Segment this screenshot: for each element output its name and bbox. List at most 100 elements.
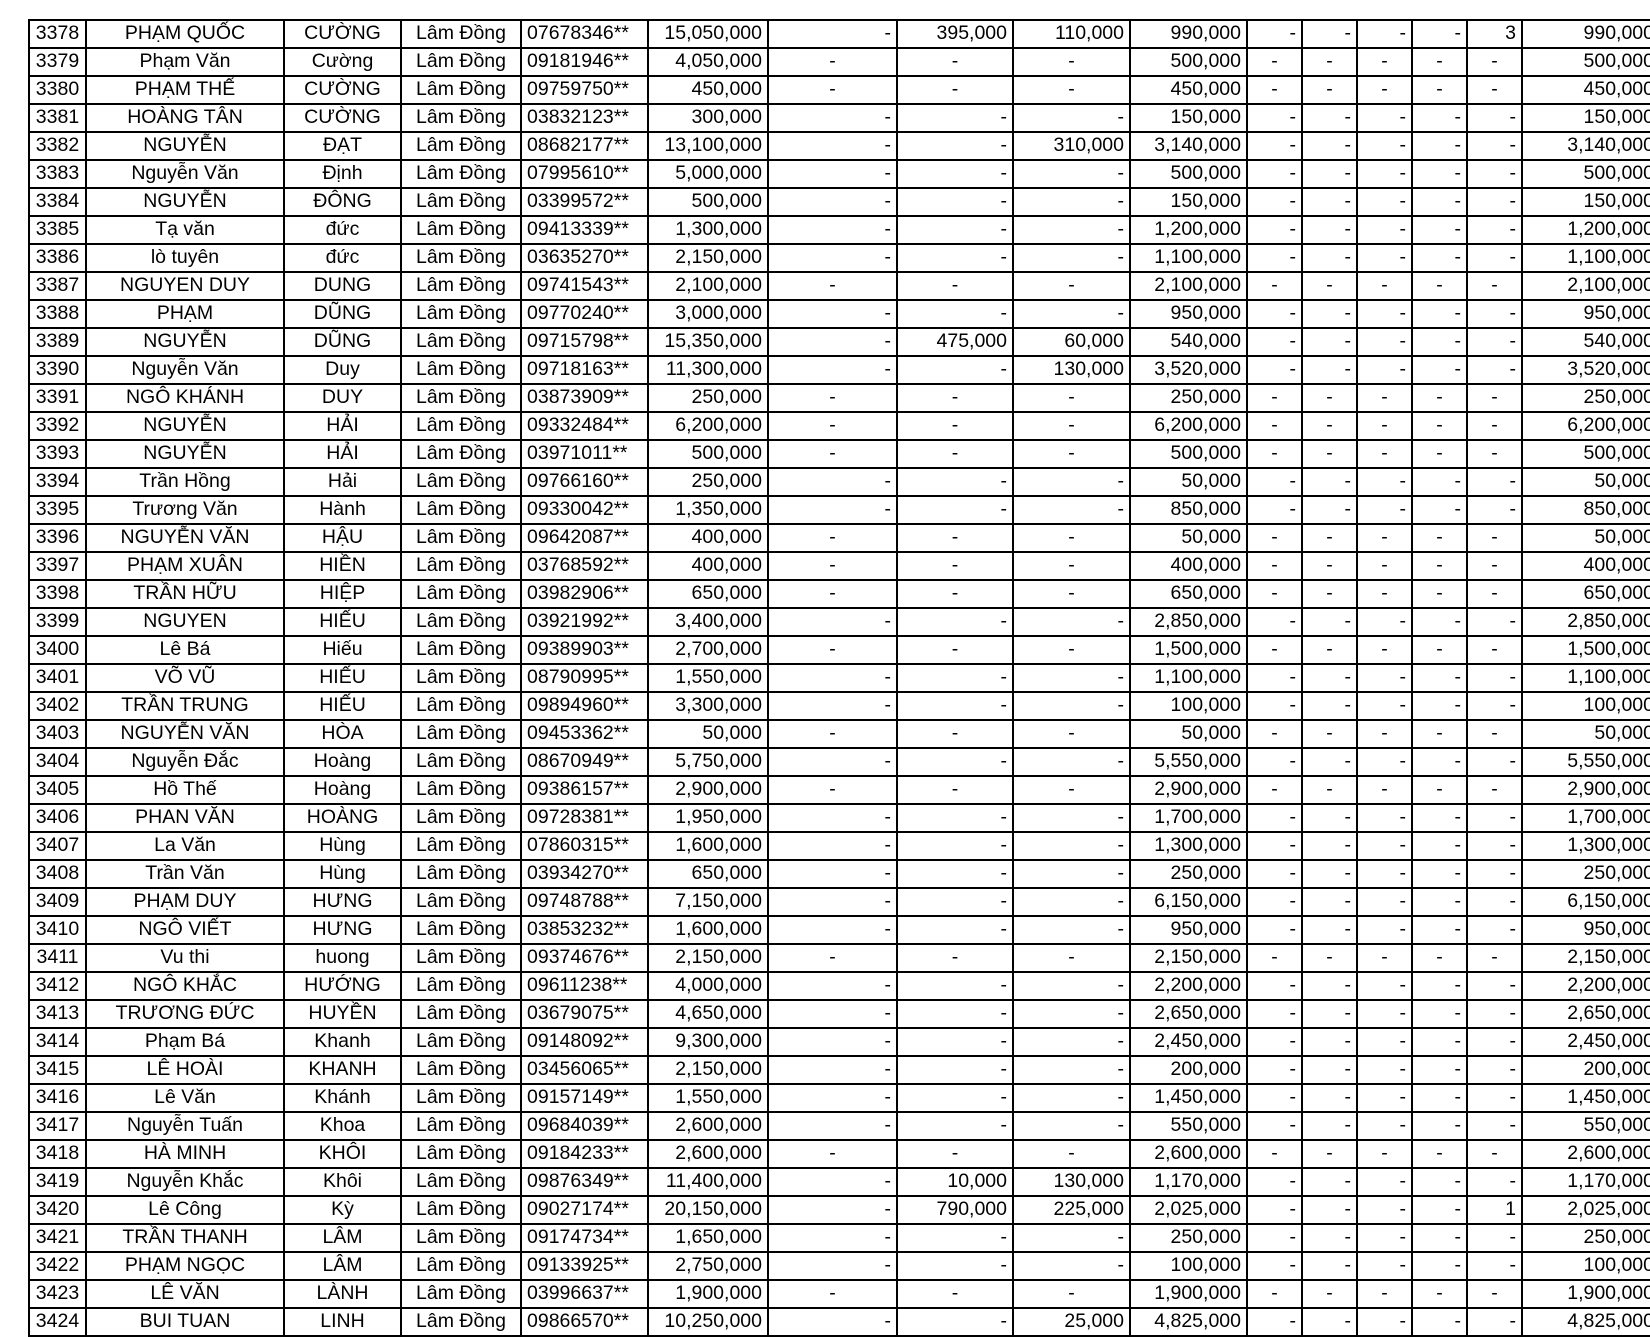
cell-value-3[interactable]: - xyxy=(1012,719,1131,749)
cell-total[interactable]: 100,000 xyxy=(1521,691,1650,721)
cell-value-1[interactable]: - xyxy=(767,523,898,553)
cell-count-1[interactable]: - xyxy=(1246,1111,1303,1141)
cell-row-id[interactable]: 3388 xyxy=(28,299,87,329)
cell-last-name[interactable]: HOÀNG xyxy=(283,803,402,833)
cell-count-3[interactable]: - xyxy=(1356,775,1413,805)
table-row[interactable]: 3378 PHẠM QUỐC CƯỜNG Lâm Đồng 07678346** 15,0… xyxy=(28,19,1650,49)
cell-value-2[interactable]: - xyxy=(896,635,1014,665)
cell-value-3[interactable]: - xyxy=(1012,411,1131,441)
cell-value-3[interactable]: - xyxy=(1012,215,1131,245)
cell-phone-number[interactable]: 09148092** xyxy=(520,1027,649,1057)
cell-value-3[interactable]: - xyxy=(1012,103,1131,133)
cell-value-4[interactable]: 2,150,000 xyxy=(1129,943,1248,973)
cell-province[interactable]: Lâm Đồng xyxy=(400,775,522,805)
cell-value-2[interactable]: - xyxy=(896,467,1014,497)
cell-row-id[interactable]: 3387 xyxy=(28,271,87,301)
cell-province[interactable]: Lâm Đồng xyxy=(400,19,522,49)
cell-count-4[interactable]: - xyxy=(1411,215,1468,245)
cell-count-2[interactable]: - xyxy=(1301,411,1358,441)
cell-count-2[interactable]: - xyxy=(1301,495,1358,525)
cell-count-3[interactable]: - xyxy=(1356,831,1413,861)
cell-count-3[interactable]: - xyxy=(1356,1195,1413,1225)
cell-row-id[interactable]: 3396 xyxy=(28,523,87,553)
cell-count-3[interactable]: - xyxy=(1356,803,1413,833)
cell-total[interactable]: 550,000 xyxy=(1521,1111,1650,1141)
cell-count-2[interactable]: - xyxy=(1301,747,1358,777)
cell-last-name[interactable]: DUNG xyxy=(283,271,402,301)
table-row[interactable]: 3386 lò tuyên đức Lâm Đồng 03635270** 2,150,0… xyxy=(28,243,1650,273)
cell-count-2[interactable]: - xyxy=(1301,1223,1358,1253)
cell-value-3[interactable]: - xyxy=(1012,971,1131,1001)
cell-count-3[interactable]: - xyxy=(1356,19,1413,49)
cell-total[interactable]: 500,000 xyxy=(1521,47,1650,77)
cell-count-4[interactable]: - xyxy=(1411,355,1468,385)
cell-count-3[interactable]: - xyxy=(1356,691,1413,721)
cell-phone-number[interactable]: 09611238** xyxy=(520,971,649,1001)
cell-amount[interactable]: 400,000 xyxy=(647,523,769,553)
cell-count-3[interactable]: - xyxy=(1356,1055,1413,1085)
cell-value-2[interactable]: - xyxy=(896,1279,1014,1309)
cell-province[interactable]: Lâm Đồng xyxy=(400,1027,522,1057)
cell-total[interactable]: 2,900,000 xyxy=(1521,775,1650,805)
cell-value-3[interactable]: - xyxy=(1012,607,1131,637)
cell-value-1[interactable]: - xyxy=(767,271,898,301)
cell-value-2[interactable]: - xyxy=(896,691,1014,721)
cell-count-2[interactable]: - xyxy=(1301,663,1358,693)
table-row[interactable]: 3402 TRẦN TRUNG HIẾU Lâm Đồng 09894960** 3,30… xyxy=(28,691,1650,721)
cell-total[interactable]: 1,450,000 xyxy=(1521,1083,1650,1113)
cell-value-2[interactable]: - xyxy=(896,1111,1014,1141)
cell-total[interactable]: 1,100,000 xyxy=(1521,243,1650,273)
cell-value-4[interactable]: 2,600,000 xyxy=(1129,1139,1248,1169)
cell-count-4[interactable]: - xyxy=(1411,1139,1468,1169)
cell-total[interactable]: 250,000 xyxy=(1521,383,1650,413)
cell-total[interactable]: 500,000 xyxy=(1521,439,1650,469)
cell-value-4[interactable]: 850,000 xyxy=(1129,495,1248,525)
cell-amount[interactable]: 1,600,000 xyxy=(647,915,769,945)
cell-count-2[interactable]: - xyxy=(1301,187,1358,217)
cell-count-1[interactable]: - xyxy=(1246,523,1303,553)
cell-count-2[interactable]: - xyxy=(1301,1139,1358,1169)
cell-phone-number[interactable]: 09157149** xyxy=(520,1083,649,1113)
cell-total[interactable]: 2,200,000 xyxy=(1521,971,1650,1001)
cell-count-1[interactable]: - xyxy=(1246,943,1303,973)
cell-value-4[interactable]: 1,900,000 xyxy=(1129,1279,1248,1309)
cell-province[interactable]: Lâm Đồng xyxy=(400,887,522,917)
cell-value-3[interactable]: - xyxy=(1012,1251,1131,1281)
cell-value-1[interactable]: - xyxy=(767,215,898,245)
cell-province[interactable]: Lâm Đồng xyxy=(400,103,522,133)
cell-count-4[interactable]: - xyxy=(1411,271,1468,301)
cell-value-1[interactable]: - xyxy=(767,1027,898,1057)
cell-value-3[interactable]: - xyxy=(1012,579,1131,609)
cell-row-id[interactable]: 3403 xyxy=(28,719,87,749)
cell-value-3[interactable]: - xyxy=(1012,1279,1131,1309)
cell-value-2[interactable]: - xyxy=(896,1307,1014,1337)
table-row[interactable]: 3424 BUI TUAN LINH Lâm Đồng 09866570** 10,250… xyxy=(28,1307,1650,1337)
cell-value-1[interactable]: - xyxy=(767,747,898,777)
cell-row-id[interactable]: 3421 xyxy=(28,1223,87,1253)
cell-phone-number[interactable]: 08682177** xyxy=(520,131,649,161)
cell-value-4[interactable]: 1,170,000 xyxy=(1129,1167,1248,1197)
cell-province[interactable]: Lâm Đồng xyxy=(400,971,522,1001)
cell-count-2[interactable]: - xyxy=(1301,691,1358,721)
cell-value-1[interactable]: - xyxy=(767,831,898,861)
cell-count-4[interactable]: - xyxy=(1411,467,1468,497)
cell-value-1[interactable]: - xyxy=(767,19,898,49)
cell-phone-number[interactable]: 09453362** xyxy=(520,719,649,749)
cell-first-name[interactable]: NGUYỄN VĂN xyxy=(85,523,285,553)
cell-count-5[interactable]: 3 xyxy=(1466,19,1523,49)
cell-count-1[interactable]: - xyxy=(1246,1307,1303,1337)
cell-last-name[interactable]: Hải xyxy=(283,467,402,497)
cell-value-2[interactable]: - xyxy=(896,803,1014,833)
cell-total[interactable]: 150,000 xyxy=(1521,187,1650,217)
cell-amount[interactable]: 450,000 xyxy=(647,75,769,105)
cell-value-3[interactable]: - xyxy=(1012,803,1131,833)
cell-total[interactable]: 4,825,000 xyxy=(1521,1307,1650,1337)
cell-amount[interactable]: 250,000 xyxy=(647,383,769,413)
cell-last-name[interactable]: HIẾU xyxy=(283,663,402,693)
cell-value-3[interactable]: 225,000 xyxy=(1012,1195,1131,1225)
cell-last-name[interactable]: Duy xyxy=(283,355,402,385)
cell-value-1[interactable]: - xyxy=(767,1083,898,1113)
cell-amount[interactable]: 2,150,000 xyxy=(647,243,769,273)
cell-count-3[interactable]: - xyxy=(1356,355,1413,385)
cell-province[interactable]: Lâm Đồng xyxy=(400,215,522,245)
